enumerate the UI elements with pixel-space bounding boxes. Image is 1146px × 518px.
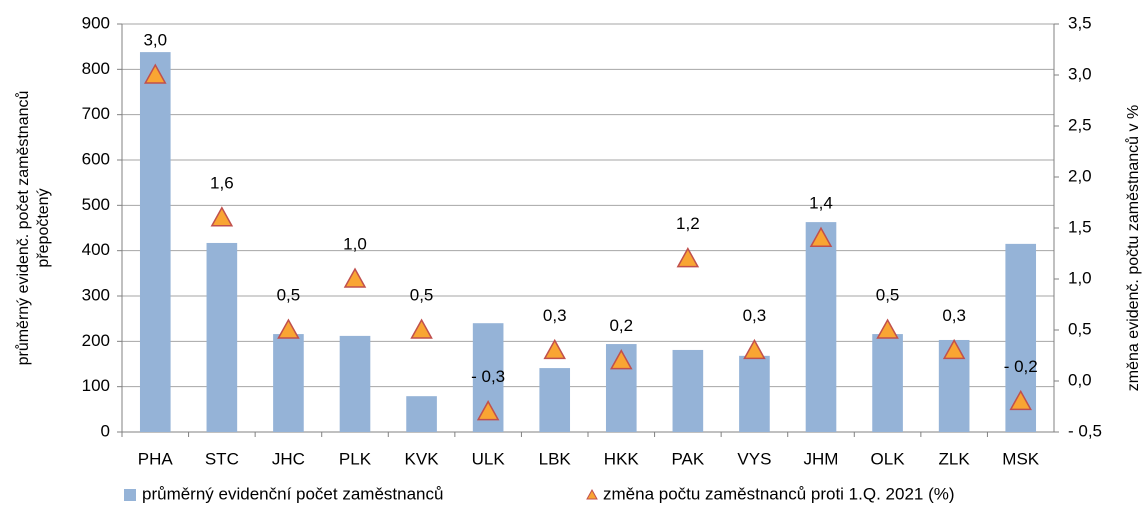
bar: [406, 396, 437, 432]
legend-label: průměrný evidenční počet zaměstnanců: [142, 484, 443, 503]
x-tick-label: ULK: [472, 449, 506, 468]
y-tick-label: 900: [82, 13, 110, 32]
y2-axis-label: změna evidenč. počtu zaměstnanců v %: [1124, 105, 1142, 391]
x-tick-label: STC: [205, 449, 239, 468]
marker: [410, 318, 433, 339]
y2-tick-label: 3,5: [1068, 13, 1092, 32]
data-label: 0,3: [942, 306, 966, 325]
y2-tick-label: 2,5: [1068, 115, 1092, 134]
marker: [743, 338, 766, 360]
data-label: 0,3: [543, 306, 567, 325]
y2-tick-label: 1,0: [1068, 268, 1092, 287]
y-tick-label: 800: [82, 59, 110, 78]
x-tick-label: JHM: [804, 449, 839, 468]
legend-swatch: [124, 489, 136, 501]
y-axis-label: průměrný evidenč. počet zaměstnanců přepo…: [14, 91, 52, 366]
data-label: - 0,3: [471, 367, 505, 386]
x-tick-label: VYS: [737, 449, 771, 468]
data-label: 0,5: [876, 285, 900, 304]
data-label: 0,5: [277, 285, 301, 304]
y-tick-label: 100: [82, 376, 110, 395]
y-tick-label: 0: [101, 421, 110, 440]
x-tick-label: ZLK: [939, 449, 971, 468]
data-label: 1,2: [676, 214, 700, 233]
y2-tick-label: 1,5: [1068, 217, 1092, 236]
marker: [1009, 389, 1032, 411]
bar: [539, 368, 571, 432]
marker: [210, 206, 234, 227]
y2-tick-label: 0,5: [1068, 319, 1092, 338]
x-tick-label: HKK: [604, 449, 640, 468]
data-label: 1,6: [210, 173, 234, 192]
y-tick-label: 300: [82, 285, 110, 304]
marker: [610, 349, 633, 370]
y-tick-label: 500: [82, 195, 110, 214]
data-label: 3,0: [143, 30, 167, 49]
marker: [277, 318, 300, 339]
bar: [672, 349, 704, 432]
x-tick-label: MSK: [1002, 449, 1040, 468]
marker: [809, 226, 833, 247]
legend-swatch: [586, 488, 598, 500]
x-tick-label: PLK: [339, 449, 372, 468]
x-tick-label: PHA: [138, 449, 174, 468]
bar: [273, 334, 304, 432]
data-label: 0,2: [609, 316, 633, 335]
bar: [805, 222, 837, 432]
y2-tick-label: 2,0: [1068, 166, 1092, 185]
marker: [476, 400, 500, 421]
y-tick-label: 200: [82, 331, 110, 350]
y2-tick-label: - 0,5: [1068, 421, 1102, 440]
data-label: 0,3: [743, 306, 767, 325]
marker: [144, 63, 167, 84]
bar: [872, 334, 903, 432]
y-tick-label: 700: [82, 104, 110, 123]
data-label: 0,5: [410, 285, 434, 304]
y2-tick-label: 0,0: [1068, 370, 1092, 389]
bar: [206, 242, 238, 432]
x-tick-label: LBK: [539, 449, 572, 468]
data-label: - 0,2: [1004, 357, 1038, 376]
legend-label: změna počtu zaměstnanců proti 1.Q. 2021 …: [603, 484, 955, 503]
marker: [543, 338, 566, 360]
x-tick-label: PAK: [671, 449, 704, 468]
bar: [339, 335, 371, 432]
marker: [942, 338, 966, 360]
y-tick-label: 400: [82, 240, 110, 259]
data-label: 1,0: [343, 234, 367, 253]
data-label: 1,4: [809, 194, 833, 213]
bar: [139, 52, 171, 433]
x-tick-label: KVK: [405, 449, 440, 468]
x-tick-label: JHC: [272, 449, 305, 468]
y2-tick-label: 3,0: [1068, 64, 1092, 83]
y-tick-label: 600: [82, 149, 110, 168]
marker: [676, 247, 700, 268]
bar: [739, 355, 770, 432]
marker: [343, 267, 367, 288]
marker: [876, 318, 899, 339]
x-tick-label: OLK: [871, 449, 906, 468]
